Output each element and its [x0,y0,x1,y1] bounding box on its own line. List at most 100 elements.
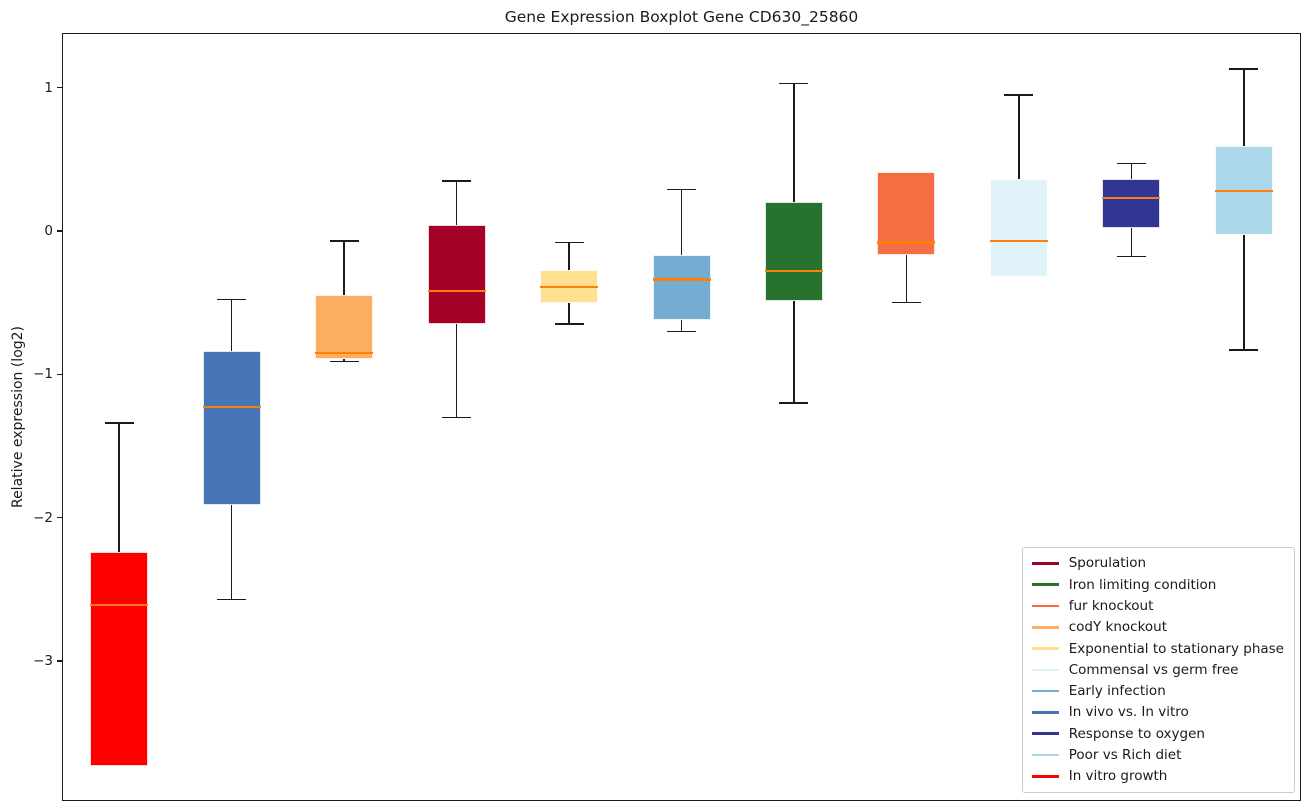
box-iron-limiting-condition [764,202,823,302]
legend-swatch [1031,583,1059,586]
y-tick-mark [57,230,62,232]
y-axis-label: Relative expression (log2) [10,325,26,509]
legend-swatch [1031,711,1059,714]
y-tick-label: −3 [33,652,53,669]
upper-whisker [343,240,345,296]
median-line [1214,189,1273,192]
legend-item: In vitro growth [1031,766,1284,787]
legend-swatch [1031,668,1059,672]
legend-swatch [1031,647,1059,650]
median-line [202,406,261,409]
legend-item: fur knockout [1031,595,1284,616]
legend-label: Early infection [1068,683,1166,700]
legend-label: Poor vs Rich diet [1068,747,1182,764]
median-line [427,289,486,293]
lower-whisker-cap [329,360,359,363]
box-sporulation [427,225,486,325]
median-line [877,241,936,244]
legend-label: Iron limiting condition [1068,576,1217,593]
legend-swatch [1031,604,1059,608]
upper-whisker [1243,68,1245,147]
upper-whisker-cap [442,180,472,182]
legend-swatch [1031,689,1059,693]
chart-title: Gene Expression Boxplot Gene CD630_25860 [504,8,859,26]
box-response-to-oxygen [1102,179,1161,229]
legend-swatch [1031,753,1059,757]
lower-whisker [1130,228,1133,257]
y-tick-label: 1 [44,79,53,96]
lower-whisker-cap [667,330,696,333]
legend-item: Commensal vs germ free [1031,659,1284,680]
lower-whisker [905,255,908,303]
upper-whisker-cap [667,188,696,191]
lower-whisker [343,358,345,362]
upper-whisker [1018,94,1020,180]
y-tick-label: 0 [44,222,53,239]
legend-item: Response to oxygen [1031,723,1284,744]
legend-label: In vitro growth [1068,768,1168,785]
lower-whisker [568,302,570,325]
lower-whisker [1243,235,1245,350]
median-line [652,278,711,281]
legend-item: Early infection [1031,681,1284,702]
y-tick-mark [57,517,62,519]
legend: Sporulation Iron limiting condition fur kn… [1021,546,1295,793]
upper-whisker [230,299,233,352]
lower-whisker [680,319,683,332]
legend-label: fur knockout [1068,597,1154,614]
legend-item: Exponential to stationary phase [1031,638,1284,659]
upper-whisker-cap [104,422,134,424]
lower-whisker-cap [1229,349,1259,351]
median-line [764,269,823,273]
box-cody-knockout [315,295,374,359]
upper-whisker [680,189,683,256]
upper-whisker [568,242,570,270]
legend-item: codY knockout [1031,617,1284,638]
median-line [540,285,599,289]
lower-whisker-cap [217,598,247,601]
legend-label: codY knockout [1068,619,1168,636]
y-tick-mark [57,660,62,662]
lower-whisker-cap [779,402,809,404]
upper-whisker-cap [1004,94,1034,96]
box-in-vivo-vs-in-vitro [202,351,261,505]
legend-swatch [1031,775,1059,778]
legend-swatch [1031,562,1059,565]
upper-whisker-cap [554,241,584,244]
median-line [989,239,1048,243]
box-early-infection [652,255,711,320]
lower-whisker [230,504,233,600]
median-line [315,351,374,354]
upper-whisker [1130,163,1133,180]
y-tick-label: −1 [33,366,53,383]
legend-item: Iron limiting condition [1031,574,1284,595]
upper-whisker-cap [1229,68,1259,70]
lower-whisker-cap [891,301,921,304]
legend-label: In vivo vs. In vitro [1068,704,1189,721]
legend-item: In vivo vs. In vitro [1031,702,1284,723]
lower-whisker-cap [1116,255,1146,258]
upper-whisker [118,423,120,553]
legend-item: Sporulation [1031,553,1284,574]
legend-label: Commensal vs germ free [1068,661,1239,678]
plot-area: 1 0 −1 −2 −3 Sporulation Iron limiting conditi… [33,33,1301,801]
upper-whisker [455,180,458,226]
lower-whisker-cap [442,416,472,419]
upper-whisker-cap [217,298,247,301]
upper-whisker [793,83,795,203]
median-line [1102,196,1161,200]
y-tick-mark [57,87,62,89]
legend-swatch [1031,732,1059,736]
upper-whisker-cap [329,240,359,242]
legend-label: Exponential to stationary phase [1068,640,1284,657]
lower-whisker-cap [554,323,584,325]
box-in-vitro-growth [90,552,149,766]
y-tick-label: −2 [33,509,53,526]
upper-whisker-cap [1116,162,1146,165]
lower-whisker [793,301,795,403]
legend-label: Sporulation [1068,555,1147,572]
legend-item: Poor vs Rich diet [1031,744,1284,765]
lower-whisker [455,324,458,418]
median-line [90,603,149,607]
